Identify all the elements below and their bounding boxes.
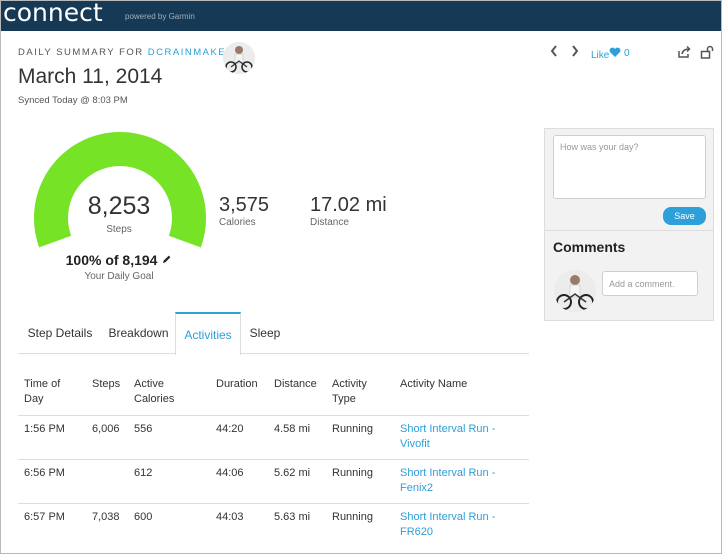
activity-link[interactable]: Short Interval Run - Fenix2 — [394, 458, 529, 503]
daily-goal-label: Your Daily Goal — [84, 271, 154, 282]
header-time[interactable]: Time of Day — [24, 378, 61, 405]
table-row: 1:56 PM 6,006 556 44:20 4.58 mi Running … — [18, 414, 529, 459]
header-type[interactable]: Activity Type — [332, 378, 367, 405]
cell-type: Running — [326, 414, 394, 459]
header-calories[interactable]: Active Calories — [134, 378, 175, 405]
share-icon[interactable] — [677, 45, 691, 59]
daily-goal-value[interactable]: 100% of 8,194 — [41, 252, 197, 268]
lock-open-icon[interactable] — [700, 45, 714, 59]
like-count: 0 — [624, 48, 630, 59]
pencil-icon[interactable] — [161, 254, 172, 265]
table-row: 6:56 PM 612 44:06 5.62 mi Running Short … — [18, 458, 529, 503]
cell-duration: 44:06 — [210, 458, 268, 503]
lock-icon-graphic — [700, 45, 714, 59]
header-distance[interactable]: Distance — [274, 378, 317, 390]
save-button[interactable]: Save — [663, 207, 706, 225]
cell-duration: 44:03 — [210, 502, 268, 547]
cell-calories: 612 — [128, 458, 210, 503]
next-day-button[interactable] — [568, 44, 582, 60]
share-icon-graphic — [678, 45, 691, 58]
connect-logo[interactable]: connect — [3, 0, 103, 27]
cell-type: Running — [326, 502, 394, 547]
cell-time: 1:56 PM — [18, 414, 86, 459]
steps-value: 8,253 — [87, 192, 151, 220]
header-duration[interactable]: Duration — [216, 378, 258, 390]
chevron-right-icon — [572, 45, 579, 57]
header-name[interactable]: Activity Name — [400, 378, 468, 390]
chevron-left-icon — [550, 45, 557, 57]
powered-by-text: powered by Garmin — [125, 12, 195, 21]
day-note-input[interactable] — [553, 135, 706, 199]
cell-calories: 600 — [128, 502, 210, 547]
summary-date: March 11, 2014 — [18, 65, 163, 88]
distance-value: 17.02 mi — [310, 194, 387, 216]
previous-day-button[interactable] — [547, 44, 561, 60]
cell-distance: 5.63 mi — [268, 502, 326, 547]
tab-activities[interactable]: Activities — [175, 312, 241, 355]
gauge-fill — [34, 132, 206, 248]
daily-summary-heading: DAILY SUMMARY FOR DCRAINMAKER — [18, 47, 234, 58]
top-header-bar: connect powered by Garmin — [1, 0, 721, 31]
cell-time: 6:57 PM — [18, 502, 86, 547]
tab-sleep[interactable]: Sleep — [249, 326, 281, 340]
activity-link[interactable]: Short Interval Run - Vivofit — [394, 414, 529, 459]
cell-steps — [86, 458, 128, 503]
username-link[interactable]: DCRAINMAKER — [147, 47, 235, 58]
activities-table: Time of Day Steps Active Calories Durati… — [18, 371, 529, 547]
synced-status: Synced Today @ 8:03 PM — [18, 95, 128, 106]
activity-link[interactable]: Short Interval Run - FR620 — [394, 502, 529, 547]
tab-step-details[interactable]: Step Details — [27, 326, 93, 340]
distance-label: Distance — [310, 217, 349, 228]
cell-calories: 556 — [128, 414, 210, 459]
table-header-row: Time of Day Steps Active Calories Durati… — [18, 371, 529, 415]
table-row: 6:57 PM 7,038 600 44:03 5.63 mi Running … — [18, 502, 529, 547]
cell-steps: 6,006 — [86, 414, 128, 459]
cell-distance: 5.62 mi — [268, 458, 326, 503]
comments-title: Comments — [553, 239, 626, 255]
social-panel: Save Comments — [544, 128, 714, 321]
cell-distance: 4.58 mi — [268, 414, 326, 459]
cell-type: Running — [326, 458, 394, 503]
calories-label: Calories — [219, 217, 256, 228]
like-label: Like — [591, 50, 610, 61]
avatar-image — [223, 42, 255, 74]
steps-gauge — [34, 132, 206, 248]
panel-divider — [545, 230, 713, 231]
like-button[interactable]: Like — [591, 47, 621, 61]
daily-summary-prefix: DAILY SUMMARY FOR — [18, 47, 144, 58]
goal-text: 100% of 8,194 — [65, 252, 158, 268]
avatar[interactable] — [223, 42, 255, 74]
calories-value: 3,575 — [219, 194, 270, 216]
comment-input[interactable] — [602, 271, 698, 296]
cell-time: 6:56 PM — [18, 458, 86, 503]
tab-breakdown[interactable]: Breakdown — [108, 326, 169, 340]
cell-duration: 44:20 — [210, 414, 268, 459]
comment-avatar — [554, 270, 596, 312]
header-steps[interactable]: Steps — [92, 378, 121, 390]
steps-label: Steps — [106, 224, 132, 235]
heart-icon — [609, 47, 621, 57]
comment-avatar-image — [554, 270, 596, 312]
summary-tabs: Step Details Breakdown Activities Sleep — [18, 312, 529, 355]
cell-steps: 7,038 — [86, 502, 128, 547]
